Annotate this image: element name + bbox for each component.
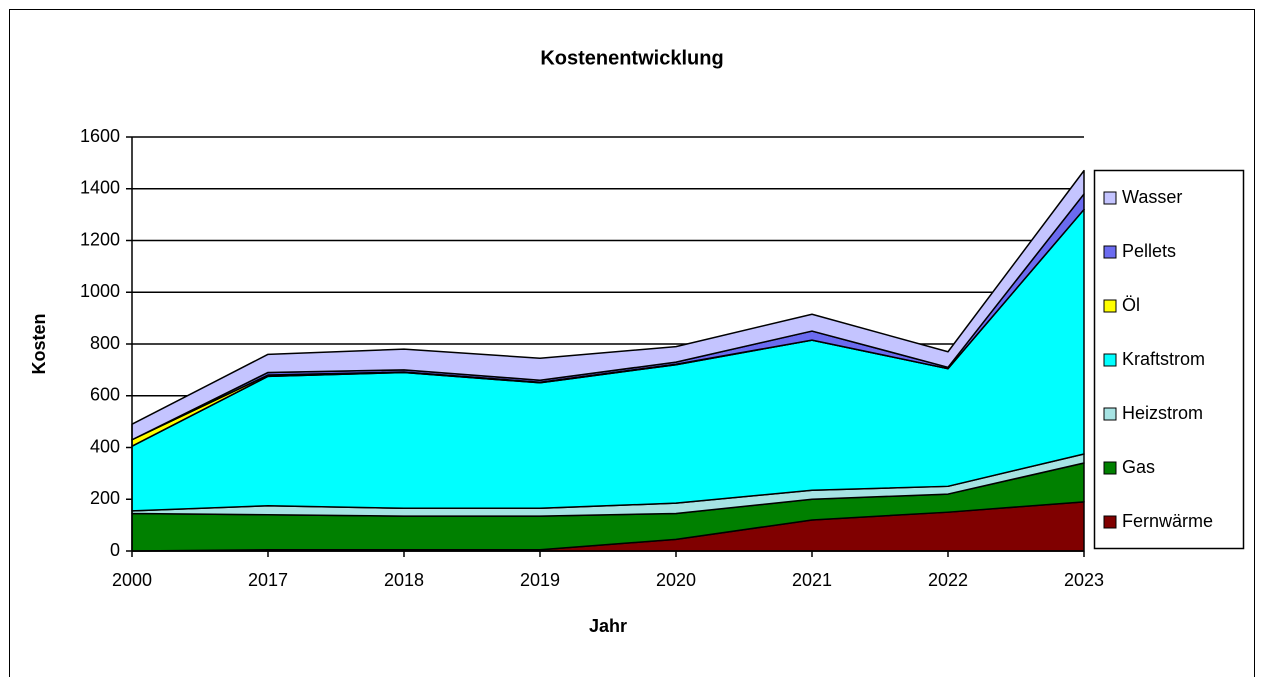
x-axis-label: Jahr [589,616,627,636]
x-tick-label: 2022 [928,570,968,590]
x-tick-label: 2021 [792,570,832,590]
legend-swatch [1103,515,1117,529]
x-tick-label: 2018 [384,570,424,590]
y-tick-label: 400 [90,436,120,456]
legend-label: Kraftstrom [1122,349,1205,369]
x-tick-label: 2017 [248,570,288,590]
legend-box [1093,169,1245,550]
legend-swatch [1103,245,1117,259]
legend-label: Heizstrom [1122,403,1203,423]
y-axis-label: Kosten [29,313,49,374]
legend-label: Öl [1122,295,1140,315]
chart-title: Kostenentwicklung [540,47,723,69]
legend-swatch [1103,407,1117,421]
y-tick-label: 200 [90,488,120,508]
x-tick-label: 2020 [656,570,696,590]
y-tick-label: 1400 [80,178,120,198]
area [131,169,1085,441]
x-tick-label: 2000 [112,570,152,590]
y-tick-label: 1200 [80,229,120,249]
y-tick-label: 1000 [80,281,120,301]
y-tick-label: 0 [110,540,120,560]
legend-swatch [1103,461,1117,475]
y-tick-label: 600 [90,385,120,405]
legend-swatch [1103,299,1117,313]
legend-swatch [1103,191,1117,205]
x-tick-label: 2023 [1064,570,1104,590]
y-tick-label: 800 [90,333,120,353]
y-tick-label: 1600 [80,126,120,146]
legend-label: Fernwärme [1122,511,1213,531]
legend-swatch [1103,353,1117,367]
legend-label: Wasser [1122,187,1182,207]
legend-label: Pellets [1122,241,1176,261]
x-tick-label: 2019 [520,570,560,590]
legend-label: Gas [1122,457,1155,477]
